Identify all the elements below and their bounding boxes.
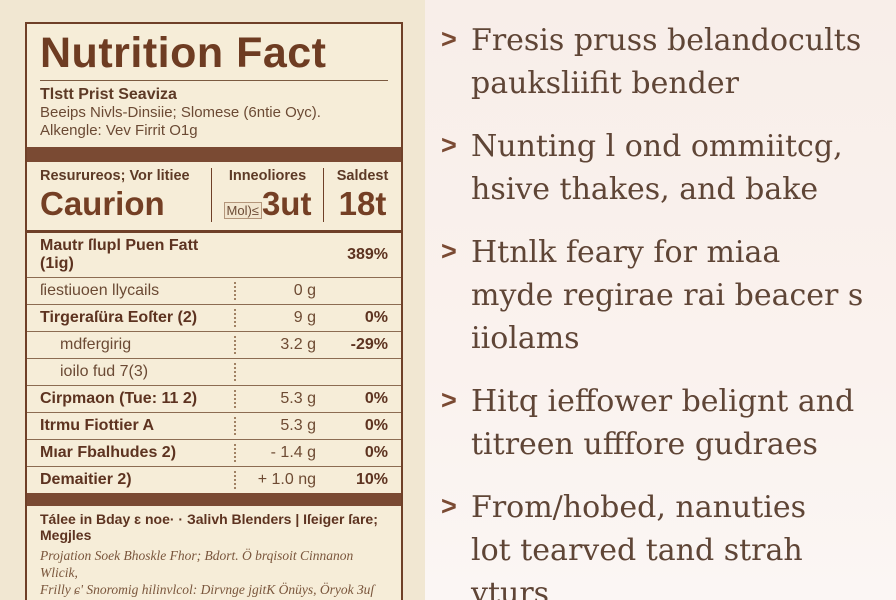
bullet-text: From/hobed, nanuties lot tearved tand st… [471,490,807,600]
nutrient-value: 5.3 g [234,390,326,409]
nutrient-row: ioilo fud 7(3) [27,358,401,385]
nutrient-row: Demaitier 2) + 1.0 ng 10% [27,466,401,493]
nutrient-row: Cirpmaon (Tue: 11 2) 5.3 g 0% [27,385,401,412]
nutrient-value: 9 g [234,309,326,328]
nutrient-percent: 389% [347,246,388,264]
bullet-item: > Fresis pruss belandocults pauksliifit … [441,20,886,105]
summary-col-3: Saldest 18t [323,168,401,223]
nutrient-label: mdfergirig [60,336,132,354]
nutrition-panel: Nutrition Fact Tlstt Prist Seaviza Beeip… [0,0,425,600]
summary-col2-prefix: Mol)≤ [223,202,262,220]
serving-line-1: Beeips Nivls-Dinsiie; Slomese (6ntie Oyc… [40,103,321,121]
separator-bar-bottom [27,493,401,507]
notes-heading: Tálee in Bday ɛ noe· · Зalivh Blenders |… [40,511,378,544]
nutrient-row: mdfergirig 3.2 g -29% [27,331,401,358]
nutrient-value: + 1.0 ng [234,471,326,490]
title-divider [40,79,388,81]
bullet-text: Htnlk feary for miaa myde regirae rai be… [471,235,864,356]
bullet-item: > Hitq ieffower belignt and titreen ufff… [441,381,886,466]
nutrient-percent: 0% [364,417,388,435]
summary-col3-header: Saldest [336,168,389,185]
chevron-bullet-icon: > [441,24,457,54]
bullet-item: > Nunting l ond ommiitcg, hsive thakes, … [441,126,886,211]
bullet-text: Nunting l ond ommiitcg, hsive thakes, an… [471,129,843,207]
label-header: Nutrition Fact Tlstt Prist Seaviza Beeip… [27,24,401,147]
summary-col1-value: Caurion [40,185,165,223]
chevron-bullet-icon: > [441,491,457,522]
bullet-panel: > Fresis pruss belandocults pauksliifit … [425,0,896,600]
nutrition-label-box: Nutrition Fact Tlstt Prist Seaviza Beeip… [25,22,403,600]
nutrient-label: Mautr ſlupl Puen Fatt (1ig) [40,237,199,273]
nutrient-percent: 0% [364,390,388,408]
chevron-bullet-icon: > [441,385,457,416]
separator-bar-top [27,147,401,163]
nutrient-value: 0 g [234,282,326,301]
summary-col2-header: Inneoliores [228,168,307,185]
summary-col2-value: 3ut [261,185,312,223]
summary-col1-header: Resurureos; Vor litiee [40,168,190,185]
nutrient-value: - 1.4 g [234,444,326,463]
nutrient-percent: 0% [364,444,388,462]
nutrient-value [234,237,326,273]
serving-bold-line: Tlstt Prist Seaviza [40,85,177,103]
nutrient-value: 3.2 g [234,336,326,355]
notes-paragraph: Projation Soek Bhoskle Fhor; Bdort. Ö br… [40,548,375,600]
summary-col-1: Resurureos; Vor litiee Caurion [27,168,211,222]
nutrient-row: Mıar Fbalhudes 2) - 1.4 g 0% [27,439,401,466]
nutrient-label: ioilo fud 7(3) [60,363,149,381]
nutrient-percent: 0% [364,309,388,327]
chevron-bullet-icon: > [441,236,457,267]
summary-col3-value: 18t [338,185,387,223]
nutrient-label: Itrmu Fiottier A [40,417,155,435]
nutrient-row: Tirgeraſüra Eoſter (2) 9 g 0% [27,304,401,331]
bullet-text: Fresis pruss belandocults pauksliifit be… [471,23,862,101]
chevron-bullet-icon: > [441,130,457,161]
nutrient-label: Mıar Fbalhudes 2) [40,444,177,462]
label-notes: Tálee in Bday ɛ noe· · Зalivh Blenders |… [27,506,401,600]
nutrient-label: Tirgeraſüra Eoſter (2) [40,309,198,327]
bullet-item: > Htnlk feary for miaa myde regirae rai … [441,232,886,360]
summary-columns: Resurureos; Vor litiee Caurion Inneolior… [27,162,401,234]
nutrient-percent: -29% [350,336,388,354]
nutrient-percent: 10% [355,471,388,489]
nutrient-row: Itrmu Fiottier A 5.3 g 0% [27,412,401,439]
nutrient-label: Cirpmaon (Tue: 11 2) [40,390,198,408]
summary-col-2: Inneoliores Mol)≤3ut [211,168,323,223]
nutrient-value [234,363,326,382]
nutrient-value: 5.3 g [234,417,326,436]
label-title: Nutrition Fact [40,29,327,77]
bullet-text: Hitq ieffower belignt and titreen ufffor… [471,384,855,462]
nutrient-label: Demaitier 2) [40,471,132,489]
nutrient-label: ſiestiuoen llycails [40,282,160,300]
serving-line-2: Alkengle: Vev Firrit O1g [40,122,198,140]
bullet-item: > From/hobed, nanuties lot tearved tand … [441,487,886,600]
nutrient-row: Mautr ſlupl Puen Fatt (1ig) 389% [27,233,401,277]
nutrient-row: ſiestiuoen llycails 0 g [27,277,401,304]
